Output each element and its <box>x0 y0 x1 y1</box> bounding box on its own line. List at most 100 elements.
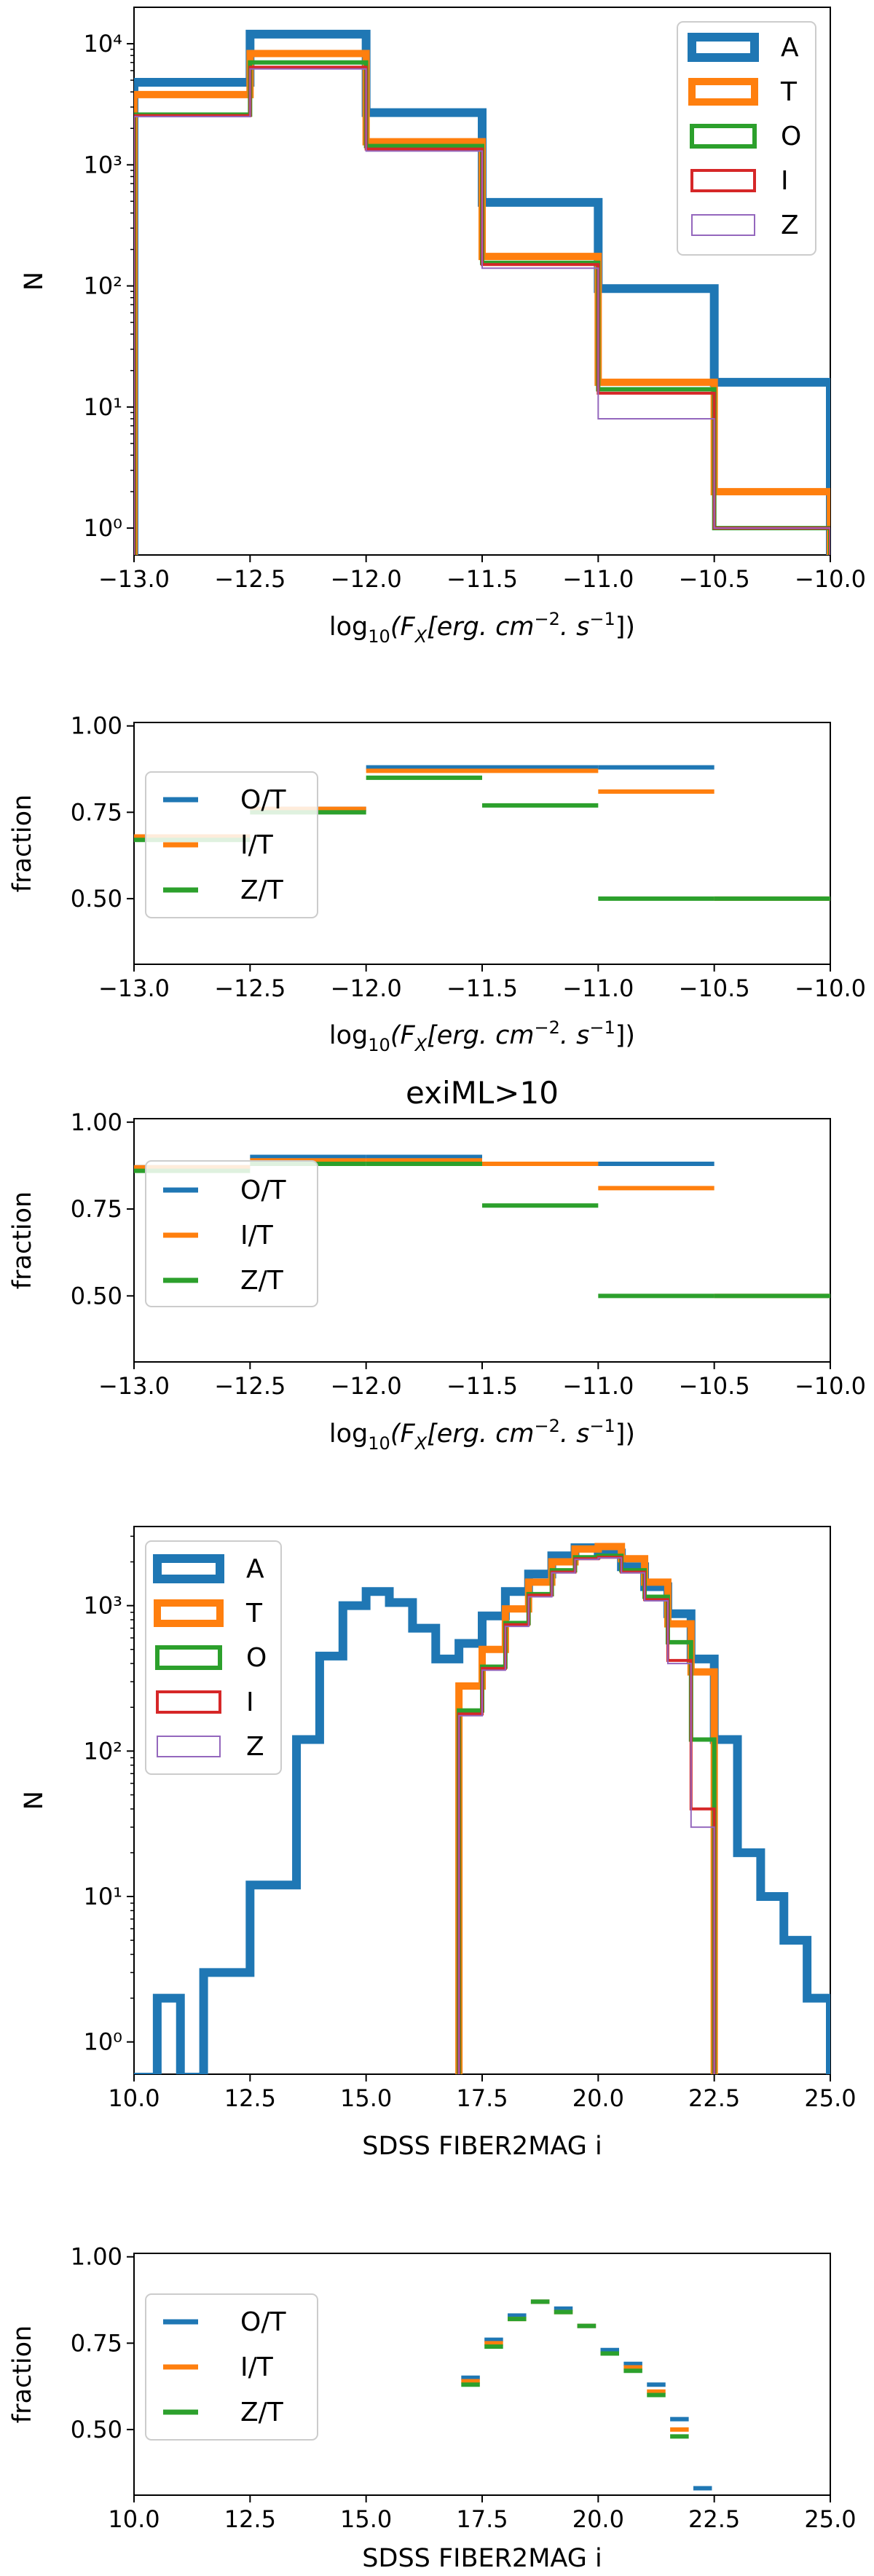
y-axis-label: fraction <box>8 795 37 892</box>
legend: O/T I/T Z/T <box>145 771 318 918</box>
legend-swatch-Z <box>157 1736 221 1757</box>
x-tick-label: 22.5 <box>688 2505 740 2533</box>
y-tick-label: 10³ <box>83 151 122 178</box>
legend-label-Z-T: Z/T <box>240 1266 284 1296</box>
legend-swatch-A <box>153 1554 224 1583</box>
legend-label-O: O <box>246 1643 267 1673</box>
y-tick-label: 1.00 <box>71 712 122 740</box>
series-Z-step <box>458 1557 715 2074</box>
y-tick-label: 1.00 <box>71 2243 122 2271</box>
x-tick-label: −11.0 <box>562 974 634 1002</box>
axis-ticks: −13.0 −12.5 −12.0 −11.5 −11.0 −10.5 −10.0 0.50 0… <box>71 712 866 1002</box>
legend-swatch-Z <box>691 214 755 236</box>
y-tick-label: 0.75 <box>71 798 122 826</box>
x-tick-label: 25.0 <box>804 2084 856 2112</box>
series-group <box>134 1543 830 2074</box>
panel-title: exiML>10 <box>406 1075 559 1111</box>
axis-ticks: −13.0 −12.5 −12.0 −11.5 −11.0 −10.5 −10.0 0.50 0… <box>71 1108 866 1400</box>
panel-flux-histogram: −13.0 −12.5 −12.0 −11.5 −11.0 −10.5 −10.0 10⁰ 10… <box>20 7 866 647</box>
x-tick-label: −12.0 <box>331 565 402 593</box>
panel-fraction-mag: 10.0 12.5 15.0 17.5 20.0 22.5 25.0 0.50 0.75 1.00… <box>8 2243 857 2573</box>
y-tick-label: 10³ <box>83 1592 122 1620</box>
x-tick-label: −12.0 <box>331 974 402 1002</box>
x-tick-label: 25.0 <box>804 2505 856 2533</box>
y-tick-label: 0.50 <box>71 885 122 913</box>
series-T-step <box>455 1543 718 2074</box>
x-tick-label: −13.0 <box>98 974 170 1002</box>
legend-label-I: I <box>781 166 789 196</box>
axis-ticks: −13.0 −12.5 −12.0 −11.5 −11.0 −10.5 −10.0 10⁰ 10… <box>83 30 866 593</box>
series-Z-T-segments <box>461 2299 689 2439</box>
series-group <box>134 29 830 555</box>
y-tick-label: 0.75 <box>71 2329 122 2357</box>
y-tick-label: 10⁰ <box>83 514 122 542</box>
legend-swatch-A <box>688 33 759 62</box>
x-tick-label: 17.5 <box>456 2505 508 2533</box>
x-axis-label: log10(FX[erg. cm−2. s−1]) <box>329 1017 635 1055</box>
x-tick-label: −11.0 <box>562 1372 634 1400</box>
axis-ticks: 10.0 12.5 15.0 17.5 20.0 22.5 25.0 0.50 0.75 1.00 <box>71 2243 857 2533</box>
series-Z-step <box>134 68 830 555</box>
x-tick-label: 17.5 <box>456 2084 508 2112</box>
legend-box <box>145 771 318 918</box>
x-tick-label: 22.5 <box>688 2084 740 2112</box>
x-tick-label: −12.5 <box>214 1372 286 1400</box>
x-axis-label: SDSS FIBER2MAG i <box>362 2544 602 2572</box>
x-tick-label: −10.5 <box>679 974 750 1002</box>
histogram-marks <box>134 29 830 555</box>
x-tick-label: 10.0 <box>108 2505 160 2533</box>
legend-label-O-T: O/T <box>240 1175 286 1205</box>
x-tick-label: 15.0 <box>340 2505 392 2533</box>
legend-label-O-T: O/T <box>240 785 286 815</box>
legend-label-I-T: I/T <box>240 2352 274 2382</box>
legend-swatch-T <box>688 78 758 106</box>
y-axis-label: N <box>20 1791 49 1810</box>
legend-box <box>145 2293 318 2441</box>
y-tick-label: 0.75 <box>71 1195 122 1223</box>
legend-label-I-T: I/T <box>240 830 274 860</box>
x-tick-label: 20.0 <box>572 2505 624 2533</box>
legend-label-Z: Z <box>781 210 799 240</box>
legend-label-Z-T: Z/T <box>240 2398 284 2427</box>
x-tick-label: −12.0 <box>331 1372 402 1400</box>
legend-label-I: I <box>246 1687 254 1717</box>
x-axis-label: log10(FX[erg. cm−2. s−1]) <box>329 609 635 647</box>
x-tick-label: 15.0 <box>340 2084 392 2112</box>
x-tick-label: 12.5 <box>224 2505 276 2533</box>
y-tick-label: 10² <box>83 272 122 300</box>
legend-label-T: T <box>245 1599 263 1628</box>
legend-swatch-T <box>154 1599 224 1627</box>
x-axis-label: log10(FX[erg. cm−2. s−1]) <box>329 1416 635 1454</box>
y-tick-label: 0.50 <box>71 1282 122 1309</box>
x-tick-label: −12.5 <box>214 565 286 593</box>
y-tick-label: 10⁰ <box>83 2028 122 2056</box>
y-tick-label: 0.50 <box>71 2416 122 2443</box>
panel-fraction-flux-eximl: exiML>10 −13.0 −12.5 −12.0 −11.5 −11.0 −10.5−… <box>8 1075 866 1454</box>
histogram-marks <box>134 1543 830 2074</box>
series-O-step <box>457 1553 717 2074</box>
legend: O/T I/T Z/T <box>145 2293 318 2441</box>
legend-swatch-O <box>690 124 757 149</box>
x-tick-label: −10.0 <box>795 974 866 1002</box>
legend-box <box>145 1160 318 1307</box>
fraction-marks <box>461 2299 712 2491</box>
panel-fraction-flux: −13.0 −12.5 −12.0 −11.5 −11.0 −10.5 −10.0 0.50 0… <box>8 712 866 1055</box>
y-axis-label: fraction <box>8 2325 37 2423</box>
legend-label-A: A <box>781 33 799 63</box>
x-tick-label: −10.0 <box>795 1372 866 1400</box>
y-tick-label: 10² <box>83 1737 122 1765</box>
x-tick-label: 12.5 <box>224 2084 276 2112</box>
legend-swatch-O <box>155 1645 222 1670</box>
x-tick-label: −11.0 <box>562 565 634 593</box>
legend-label-Z: Z <box>246 1732 264 1762</box>
x-axis-label: SDSS FIBER2MAG i <box>362 2132 602 2161</box>
x-tick-label: 10.0 <box>108 2084 160 2112</box>
y-tick-label: 10¹ <box>83 1883 122 1910</box>
legend-swatch-I <box>690 169 756 192</box>
x-tick-label: −10.0 <box>795 565 866 593</box>
y-tick-label: 1.00 <box>71 1108 122 1136</box>
